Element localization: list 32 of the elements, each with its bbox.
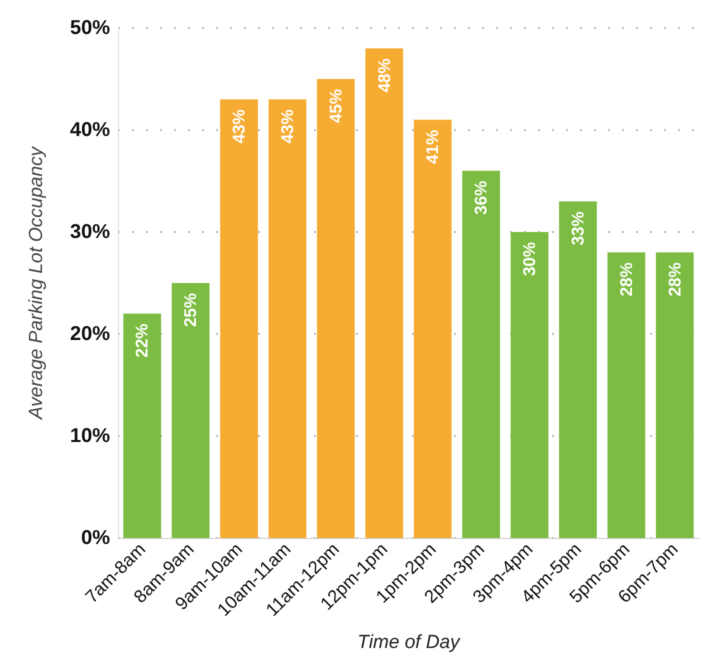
data-label: 41% (423, 130, 442, 164)
y-tick-label: 50% (70, 17, 110, 39)
data-label: 22% (132, 324, 152, 358)
bar (365, 48, 404, 538)
data-label: 28% (665, 262, 684, 296)
bar (220, 99, 258, 538)
bar (172, 283, 210, 538)
data-label: 28% (616, 262, 636, 296)
data-label: 48% (374, 58, 394, 92)
data-label: 30% (520, 242, 540, 276)
data-label: 36% (472, 180, 491, 215)
bar (123, 314, 162, 538)
y-tick-label: 40% (70, 119, 110, 141)
y-tick-label: 30% (70, 221, 110, 243)
data-label: 43% (230, 109, 249, 144)
bar (559, 201, 597, 538)
bar (414, 120, 452, 538)
data-label: 25% (181, 293, 200, 328)
data-label: 43% (278, 109, 297, 144)
y-tick-label: 20% (70, 323, 110, 345)
bar (510, 232, 548, 538)
y-tick-label: 0% (81, 527, 110, 549)
bar (656, 252, 694, 538)
y-tick-label: 10% (70, 425, 110, 447)
bar (316, 79, 355, 538)
bar (462, 170, 500, 538)
data-label: 45% (326, 89, 346, 124)
y-axis-title: Average Parking Lot Occupancy (26, 145, 47, 420)
x-axis-title: Time of Day (357, 632, 462, 653)
bar (607, 252, 646, 538)
bar (268, 99, 306, 538)
data-label: 33% (568, 211, 588, 246)
